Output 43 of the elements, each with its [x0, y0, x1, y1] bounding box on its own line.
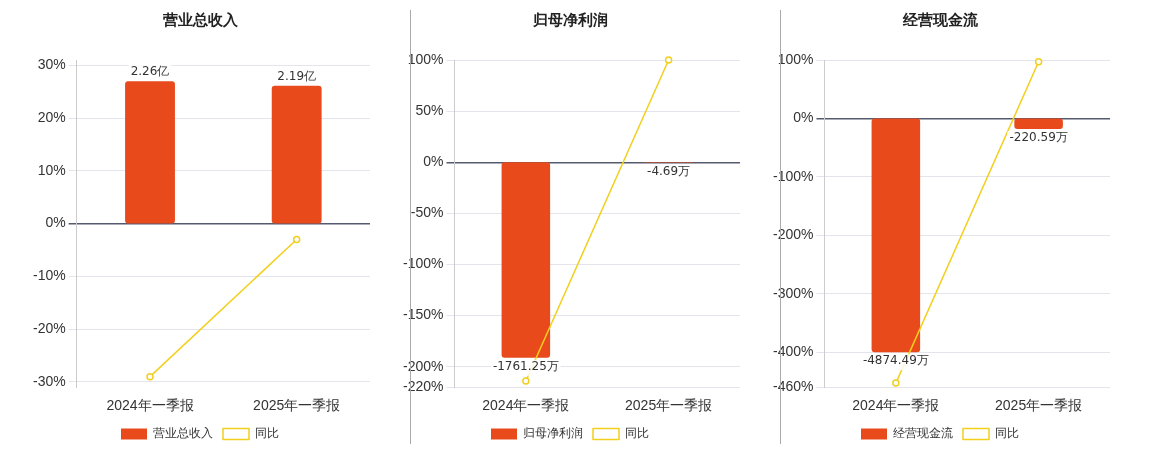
- y-tick-label: -300%: [773, 284, 814, 301]
- y-tick-label: -100%: [773, 167, 814, 184]
- y-tick-label: -30%: [33, 372, 66, 389]
- data-label: -4.69万: [647, 163, 691, 178]
- legend-label: 同比: [995, 426, 1019, 441]
- legend-label: 营业总收入: [153, 426, 213, 441]
- y-tick-label: -200%: [773, 226, 814, 243]
- data-label: -4874.49万: [862, 353, 929, 368]
- y-tick-label: -10%: [33, 267, 66, 284]
- y-tick-label: -200%: [403, 357, 444, 374]
- x-tick-label: 2024年一季报: [106, 397, 194, 414]
- y-tick-label: -400%: [773, 343, 814, 359]
- y-tick-label: 50%: [415, 101, 444, 118]
- chart-title: 归母净利润: [531, 10, 608, 29]
- y-tick-label: 0%: [423, 153, 444, 170]
- x-tick-label: 2024年一季报: [852, 397, 940, 414]
- y-tick-label: -150%: [403, 306, 444, 323]
- y-tick-label: 100%: [777, 50, 814, 67]
- x-tick-label: 2025年一季报: [995, 397, 1083, 414]
- y-tick-label: 0%: [793, 109, 814, 126]
- x-tick-label: 2025年一季报: [625, 397, 713, 414]
- y-tick-label: 30%: [37, 56, 66, 73]
- data-label: 2.19亿: [277, 68, 317, 83]
- y-tick-label: 0%: [45, 214, 66, 231]
- y-tick-label: -20%: [33, 320, 66, 337]
- legend-label: 经营现金流: [893, 426, 953, 441]
- x-tick-label: 2025年一季报: [253, 397, 341, 414]
- data-label: -220.59万: [1009, 130, 1068, 145]
- chart-title: 经营现金流: [901, 10, 979, 29]
- data-label: 2.26亿: [130, 64, 170, 79]
- y-tick-label: 100%: [407, 50, 444, 67]
- legend-label: 同比: [255, 426, 279, 441]
- data-label: -1761.25万: [492, 358, 559, 373]
- y-tick-label: 10%: [37, 161, 66, 178]
- y-tick-label: -50%: [410, 204, 444, 221]
- y-tick-label: -460%: [773, 378, 814, 395]
- legend-label: 同比: [625, 426, 649, 441]
- y-tick-label: 20%: [37, 108, 66, 125]
- x-tick-label: 2024年一季报: [482, 397, 570, 414]
- legend-label: 归母净利润: [523, 426, 583, 441]
- chart-title: 营业总收入: [161, 10, 239, 29]
- y-tick-label: -100%: [403, 255, 444, 272]
- y-tick-label: -220%: [403, 378, 444, 395]
